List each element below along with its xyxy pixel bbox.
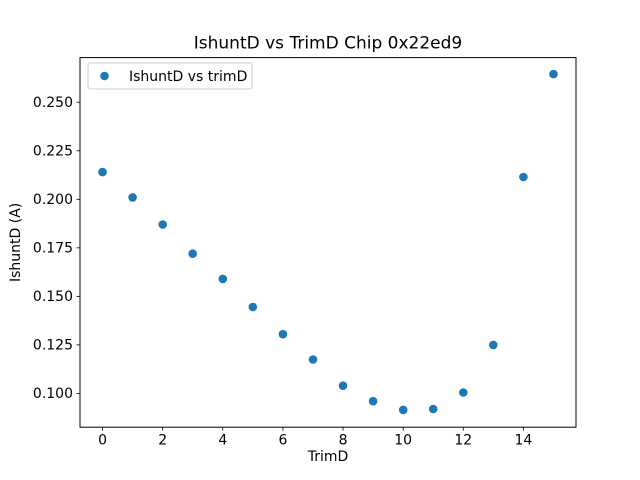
data-point — [248, 302, 258, 312]
data-point — [218, 274, 228, 284]
data-point — [459, 388, 468, 397]
data-point — [308, 355, 318, 364]
x-tick-label: 6 — [278, 433, 287, 449]
x-tick-label: 14 — [514, 433, 532, 449]
y-tick-label: 0.150 — [33, 289, 73, 305]
x-tick-label: 10 — [394, 433, 412, 449]
x-tick-label: 12 — [454, 433, 472, 449]
data-point — [98, 167, 107, 177]
data-point — [158, 220, 167, 229]
data-point — [489, 340, 498, 350]
data-point — [368, 396, 378, 406]
x-tick-label: 8 — [339, 433, 348, 449]
y-axis-label: IshuntD (A) — [8, 203, 24, 282]
chart-title: IshuntD vs TrimD Chip 0x22ed9 — [194, 34, 462, 54]
y-tick-label: 0.100 — [33, 386, 73, 402]
legend-label: IshuntD vs trimD — [129, 69, 247, 85]
data-point — [519, 172, 528, 182]
data-point — [188, 249, 197, 258]
x-tick-label: 2 — [158, 433, 167, 449]
circle-marker-icon — [100, 71, 109, 81]
data-point — [278, 329, 288, 339]
y-tick-label: 0.250 — [33, 95, 73, 111]
y-tick-label: 0.200 — [33, 192, 73, 208]
data-point — [128, 193, 137, 202]
y-tick-label: 0.175 — [33, 241, 73, 257]
x-axis-label: TrimD — [307, 449, 349, 465]
data-point — [549, 69, 558, 79]
data-point — [338, 381, 348, 391]
legend-box — [87, 62, 253, 90]
y-tick-label: 0.225 — [33, 144, 73, 160]
data-point — [428, 404, 438, 414]
plot-border — [79, 57, 577, 428]
data-point — [398, 405, 408, 415]
x-tick-label: 0 — [98, 433, 107, 449]
x-tick-label: 4 — [218, 433, 227, 449]
y-tick-label: 0.125 — [33, 338, 73, 354]
